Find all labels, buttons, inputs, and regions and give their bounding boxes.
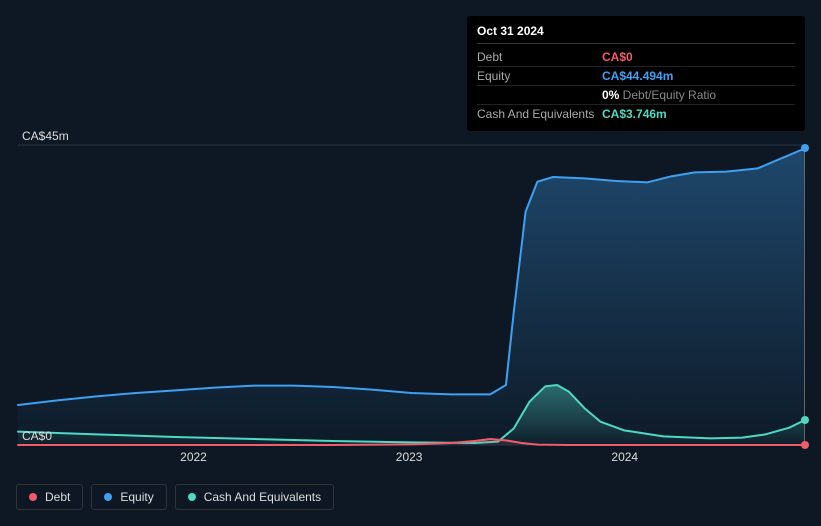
tooltip-row-label: Cash And Equivalents <box>477 107 602 121</box>
cursor-line <box>804 145 805 445</box>
legend-item[interactable]: Equity <box>91 484 166 510</box>
x-axis-label: 2024 <box>611 450 638 464</box>
tooltip-row: 0% Debt/Equity Ratio <box>477 86 795 105</box>
x-axis-label: 2023 <box>396 450 423 464</box>
y-axis-label: CA$45m <box>22 129 69 143</box>
tooltip-row-label <box>477 88 602 102</box>
series-end-dot <box>801 144 809 152</box>
tooltip-row-value: CA$0 <box>602 50 795 64</box>
legend-label: Debt <box>45 490 70 504</box>
legend-label: Equity <box>120 490 153 504</box>
tooltip-row-value: CA$3.746m <box>602 107 795 121</box>
tooltip-row: EquityCA$44.494m <box>477 67 795 86</box>
tooltip-row-value: CA$44.494m <box>602 69 795 83</box>
x-axis-label: 2022 <box>180 450 207 464</box>
legend-dot-icon <box>104 493 112 501</box>
tooltip-row-suffix: Debt/Equity Ratio <box>619 88 716 102</box>
tooltip-row-label: Equity <box>477 69 602 83</box>
legend-dot-icon <box>188 493 196 501</box>
tooltip-row-label: Debt <box>477 50 602 64</box>
legend-item[interactable]: Cash And Equivalents <box>175 484 334 510</box>
tooltip-row: DebtCA$0 <box>477 48 795 67</box>
chart-legend: Debt Equity Cash And Equivalents <box>16 484 334 510</box>
legend-dot-icon <box>29 493 37 501</box>
tooltip-row-value: 0% Debt/Equity Ratio <box>602 88 795 102</box>
legend-item[interactable]: Debt <box>16 484 83 510</box>
data-tooltip: Oct 31 2024 DebtCA$0EquityCA$44.494m0% D… <box>467 16 805 131</box>
tooltip-date: Oct 31 2024 <box>477 24 795 44</box>
series-end-dot <box>801 416 809 424</box>
legend-label: Cash And Equivalents <box>204 490 321 504</box>
y-axis-label: CA$0 <box>22 429 52 443</box>
series-end-dot <box>801 441 809 449</box>
tooltip-row: Cash And EquivalentsCA$3.746m <box>477 105 795 123</box>
